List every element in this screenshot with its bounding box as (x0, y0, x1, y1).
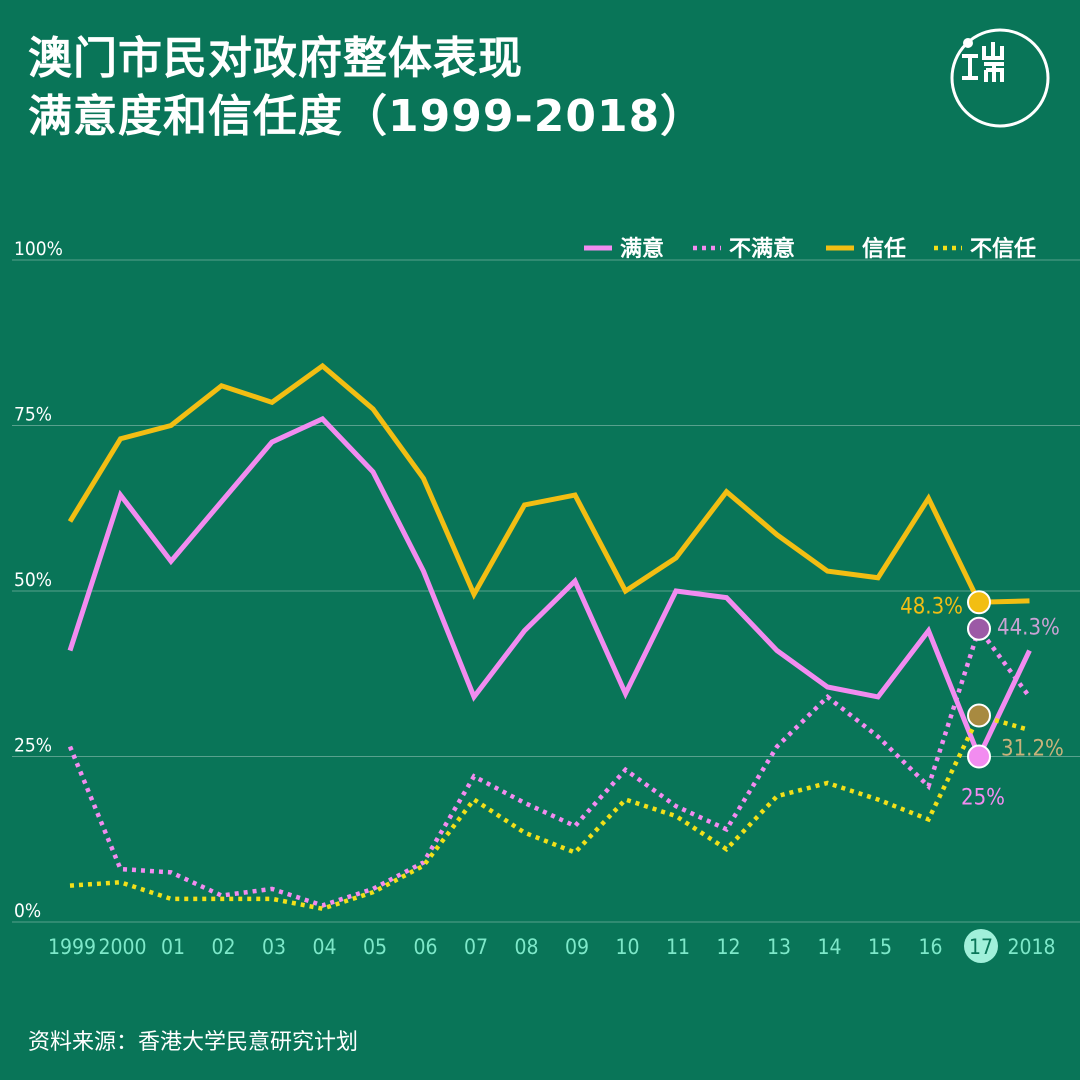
x-tick-label: 2018 (1007, 935, 1055, 959)
x-tick-label: 01 (161, 935, 185, 959)
series-line-0 (67, 415, 1032, 763)
x-tick-highlight-circle (964, 929, 998, 963)
highlight-markers: 48.3% 44.3% 31.2% 25% (900, 590, 1064, 811)
x-tick-label: 10 (615, 935, 639, 959)
marker-point (967, 744, 991, 769)
legend: 满意 不满意 信任 不信任 (584, 236, 1036, 262)
marker-point (967, 590, 991, 615)
x-tick-label: 15 (868, 935, 892, 959)
grid-lines (12, 259, 1080, 923)
legend-label: 信任 (862, 236, 906, 262)
x-tick-label: 17 (969, 935, 993, 959)
x-axis-ticks: 1999 2000 01 02 03 04 05 06 07 08 09 10 11 12 13 14 15 16… (48, 929, 1056, 963)
series-line-1 (67, 623, 1032, 908)
x-tick-label: 07 (464, 935, 488, 959)
data-label: 48.3% (900, 594, 963, 619)
title-line-2: 满意度和信任度（1999-2018） (28, 91, 706, 142)
x-tick-label: 03 (262, 935, 286, 959)
x-tick-label: 05 (363, 935, 387, 959)
x-tick-label: 02 (211, 935, 235, 959)
y-tick-label: 50% (14, 569, 52, 591)
x-tick-label: 04 (312, 935, 336, 959)
marker-point (967, 616, 991, 641)
y-tick-label: 75% (14, 404, 52, 426)
chart-title: 澳门市民对政府整体表现 满意度和信任度（1999-2018） (28, 30, 705, 146)
legend-label: 不满意 (729, 236, 795, 262)
y-axis-ticks: 0% 25% 50% 75% 100% (14, 238, 63, 922)
x-tick-label: 16 (918, 935, 942, 959)
y-tick-label: 25% (14, 735, 52, 757)
x-tick-label: 12 (716, 935, 740, 959)
legend-label: 不信任 (970, 236, 1036, 262)
title-line-1: 澳门市民对政府整体表现 (28, 33, 523, 84)
marker-point (967, 703, 991, 728)
y-tick-label: 100% (14, 238, 63, 260)
x-tick-label: 14 (817, 935, 841, 959)
x-tick-label: 11 (666, 935, 690, 959)
x-tick-label: 13 (767, 935, 791, 959)
initium-logo-icon[interactable] (950, 28, 1050, 128)
y-tick-label: 0% (14, 900, 41, 922)
x-tick-label: 09 (565, 935, 589, 959)
source-note: 资料来源：香港大学民意研究计划 (28, 1030, 359, 1055)
series-line-2 (67, 362, 1030, 605)
data-label: 44.3% (997, 616, 1060, 641)
x-tick-label: 2000 (98, 935, 146, 959)
data-label: 31.2% (1001, 736, 1064, 761)
legend-label: 满意 (620, 236, 664, 262)
x-tick-label: 08 (514, 935, 538, 959)
series-line-3 (69, 712, 1031, 912)
data-label: 25% (961, 786, 1005, 811)
x-tick-label: 06 (413, 935, 437, 959)
x-tick-label: 1999 (48, 935, 96, 959)
series-lines (67, 362, 1032, 912)
